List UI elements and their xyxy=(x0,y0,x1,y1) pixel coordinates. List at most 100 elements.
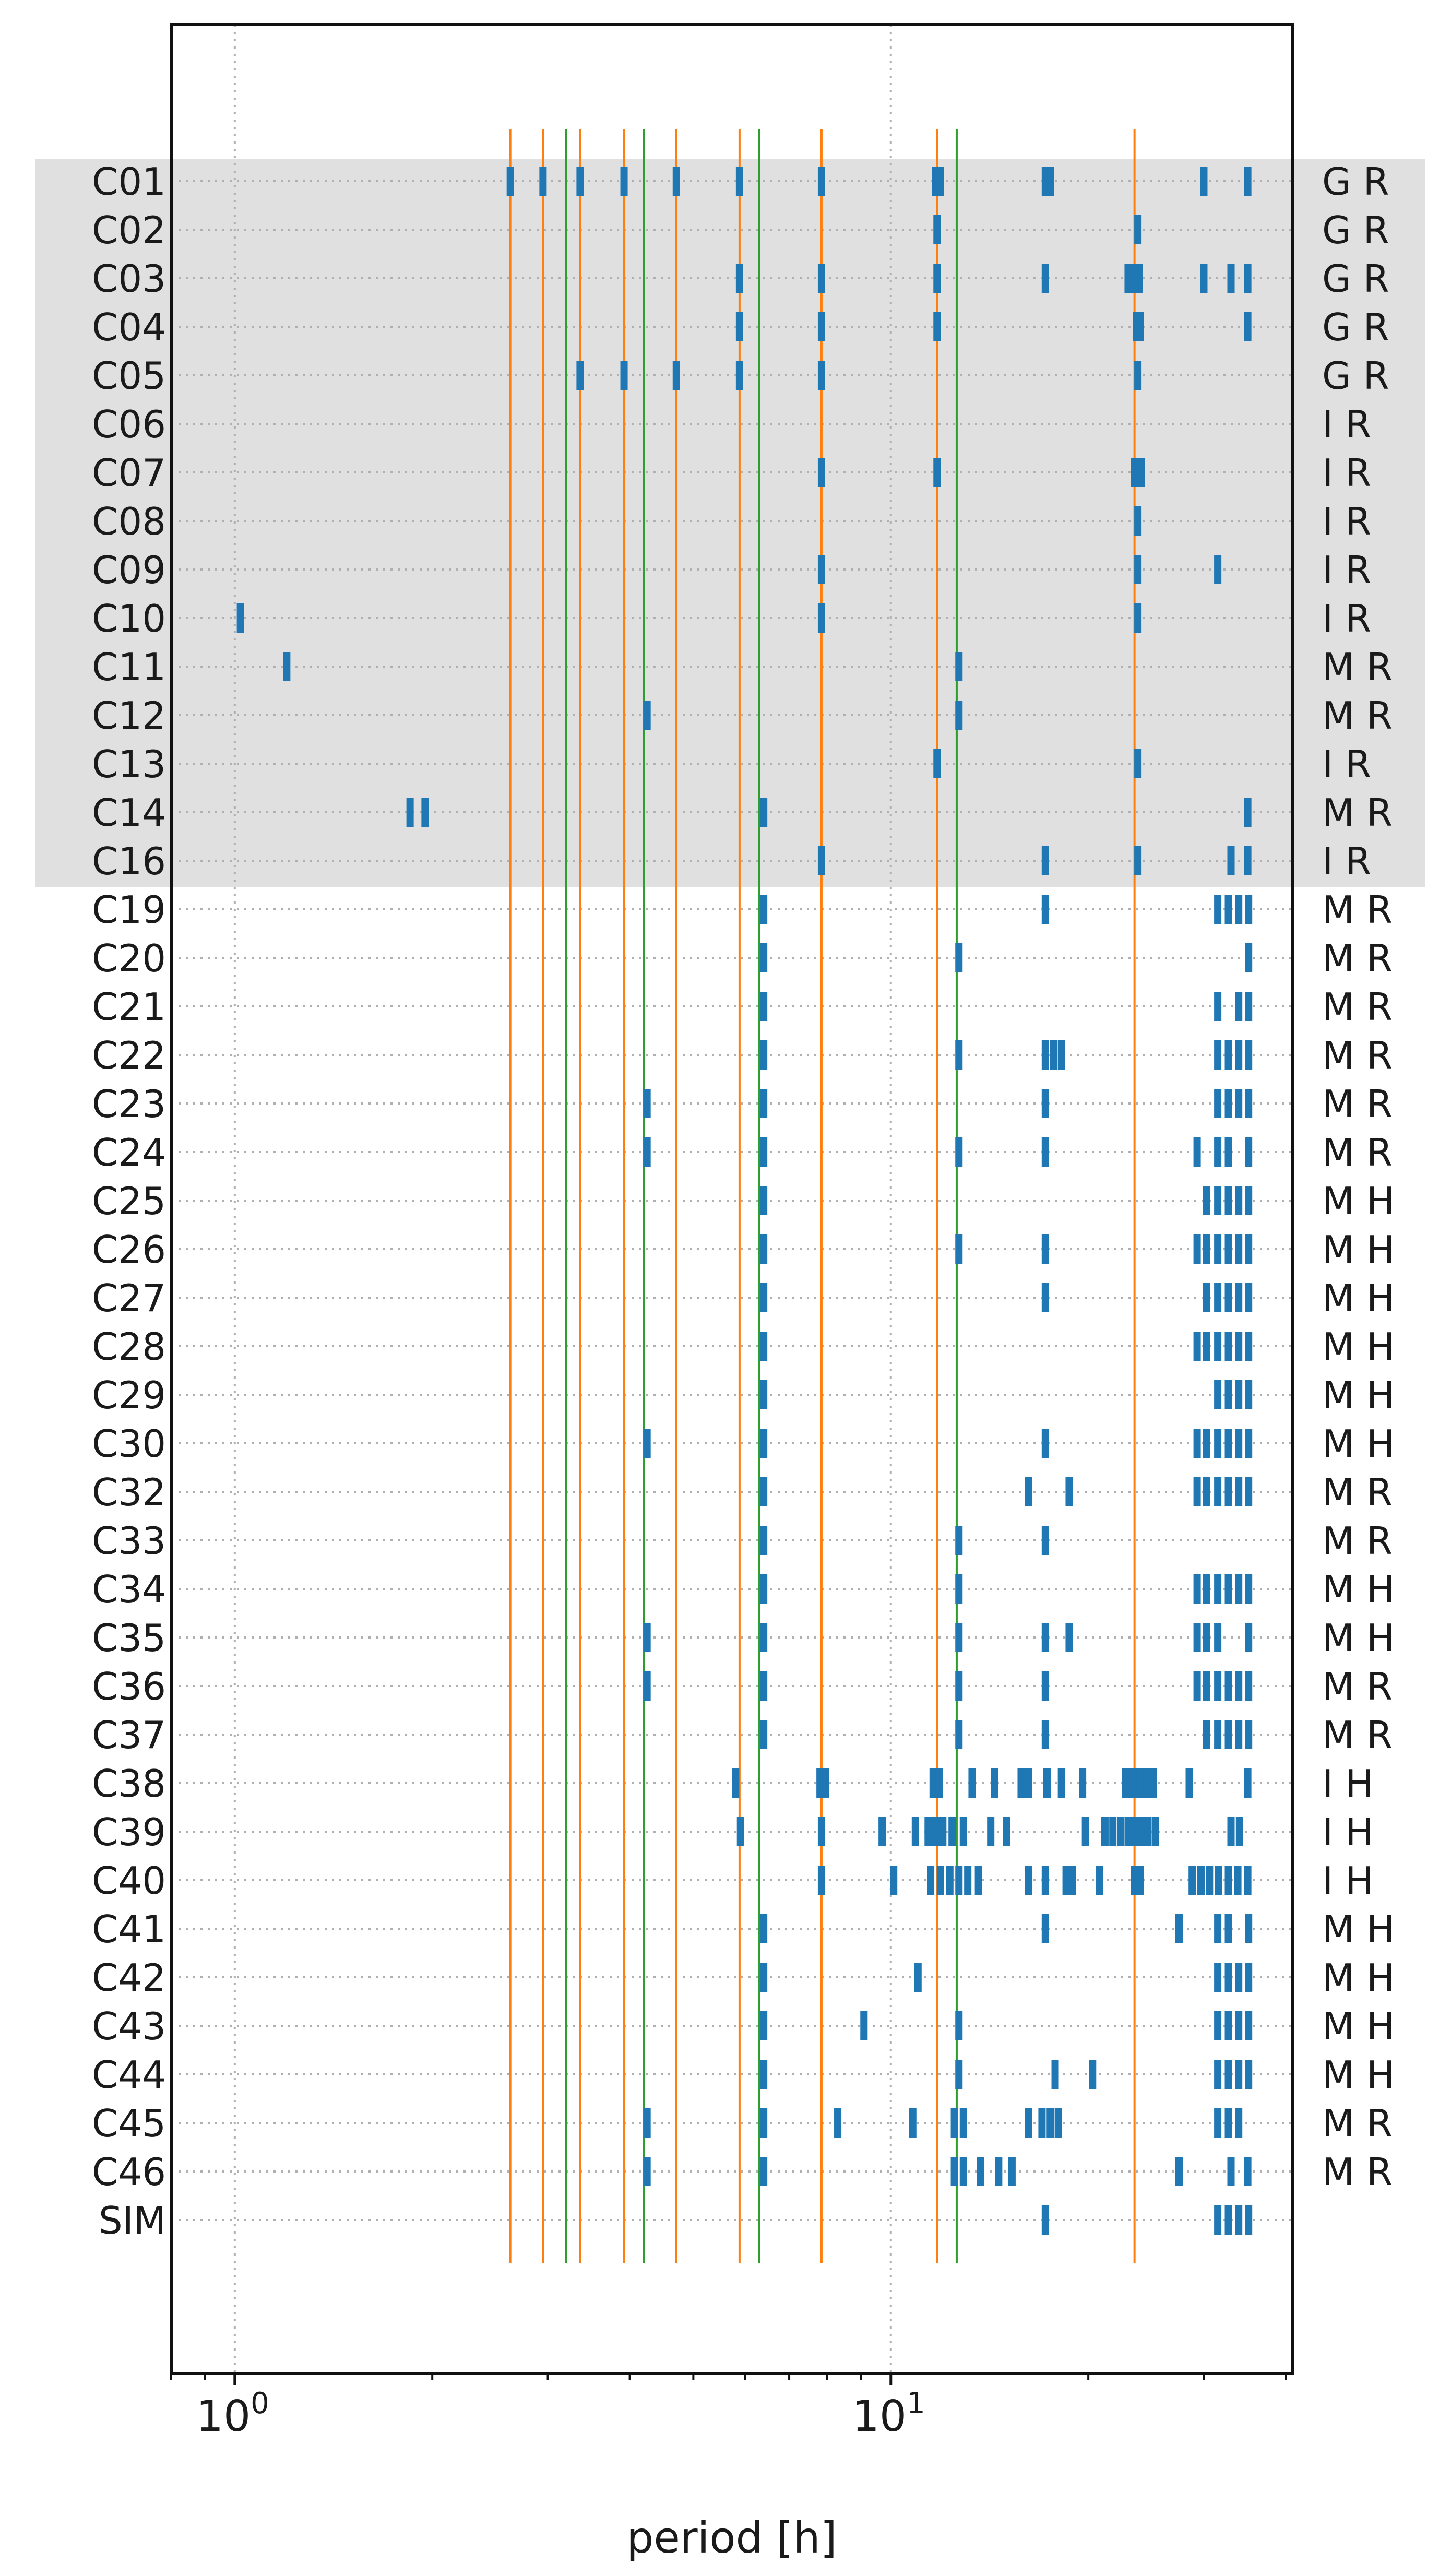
event-marker xyxy=(760,1963,768,1992)
class-label: I H xyxy=(1322,1810,1373,1854)
event-marker xyxy=(760,1186,768,1215)
event-marker xyxy=(1235,2108,1243,2138)
event-marker xyxy=(974,1866,982,1895)
event-marker xyxy=(933,749,941,778)
event-marker xyxy=(933,264,941,293)
event-marker xyxy=(1197,1866,1205,1895)
event-marker xyxy=(1235,1574,1243,1604)
event-marker xyxy=(736,1817,744,1846)
event-marker xyxy=(1224,1963,1232,1992)
class-label: M H xyxy=(1322,1325,1395,1369)
event-marker xyxy=(817,361,825,390)
event-marker xyxy=(1235,2060,1243,2089)
event-marker xyxy=(1245,1040,1253,1070)
event-marker xyxy=(1235,1671,1243,1701)
event-marker xyxy=(1193,1477,1201,1506)
event-marker xyxy=(760,1914,768,1943)
event-marker xyxy=(1235,1234,1243,1264)
event-marker xyxy=(1235,895,1243,924)
class-label: I R xyxy=(1322,742,1371,786)
row-label: C13 xyxy=(92,742,166,786)
event-marker xyxy=(1203,1671,1210,1701)
event-marker xyxy=(760,1137,768,1167)
event-marker xyxy=(1142,1768,1150,1798)
event-marker xyxy=(1214,1720,1222,1749)
event-marker xyxy=(1235,1040,1243,1070)
event-marker xyxy=(1025,1768,1032,1798)
event-marker xyxy=(1057,1768,1065,1798)
event-marker xyxy=(995,2157,1003,2186)
event-marker xyxy=(1214,1963,1222,1992)
event-marker xyxy=(1188,1866,1196,1895)
event-marker xyxy=(959,1817,967,1846)
class-label: M H xyxy=(1322,2004,1395,2048)
row-label: C03 xyxy=(92,257,166,301)
event-marker xyxy=(236,603,244,633)
row-label: C34 xyxy=(92,1568,166,1611)
event-marker xyxy=(955,1720,963,1749)
event-marker xyxy=(1041,1283,1049,1312)
event-marker xyxy=(1203,1186,1210,1215)
event-marker xyxy=(1117,1817,1125,1846)
event-marker xyxy=(1235,1283,1243,1312)
x-axis-title: period [h] xyxy=(626,2513,837,2563)
event-marker xyxy=(760,1526,768,1555)
event-marker xyxy=(406,798,414,827)
event-marker xyxy=(1224,1283,1232,1312)
event-marker xyxy=(643,1671,651,1701)
event-marker xyxy=(948,1817,956,1846)
event-marker xyxy=(760,2108,768,2138)
event-marker xyxy=(1041,1526,1049,1555)
event-marker xyxy=(760,1429,768,1458)
event-marker xyxy=(1244,1768,1252,1798)
event-marker xyxy=(1224,1671,1232,1701)
row-label: C28 xyxy=(92,1325,166,1369)
event-marker xyxy=(1244,846,1252,875)
event-marker xyxy=(1224,895,1232,924)
event-marker xyxy=(1244,264,1252,293)
event-marker xyxy=(933,215,941,244)
row-label: C29 xyxy=(92,1373,166,1417)
class-label: M R xyxy=(1322,888,1393,932)
event-marker xyxy=(760,1332,768,1361)
event-marker xyxy=(1041,1623,1049,1652)
event-marker xyxy=(1193,1137,1201,1167)
event-marker xyxy=(817,603,825,633)
event-marker xyxy=(620,167,628,196)
event-marker xyxy=(817,1817,825,1846)
event-marker xyxy=(955,1574,963,1604)
event-marker xyxy=(1224,1866,1232,1895)
event-marker xyxy=(643,701,651,730)
event-marker xyxy=(1193,1623,1201,1652)
event-marker xyxy=(1245,943,1253,972)
event-marker xyxy=(1134,846,1142,875)
row-label: C33 xyxy=(92,1519,166,1563)
row-label: C32 xyxy=(92,1470,166,1514)
event-marker xyxy=(1203,1623,1210,1652)
event-marker xyxy=(950,2108,958,2138)
event-marker xyxy=(1149,1768,1157,1798)
event-marker xyxy=(936,167,944,196)
event-marker xyxy=(1131,1866,1138,1895)
event-marker xyxy=(760,1623,768,1652)
event-marker xyxy=(643,1137,651,1167)
event-marker xyxy=(955,701,963,730)
row-label: C25 xyxy=(92,1179,166,1223)
event-marker xyxy=(1224,1040,1232,1070)
event-marker xyxy=(959,2108,967,2138)
event-marker xyxy=(1144,1817,1151,1846)
row-label: C20 xyxy=(92,936,166,980)
event-marker xyxy=(1214,2108,1222,2138)
event-marker xyxy=(1136,1768,1144,1798)
row-label: C38 xyxy=(92,1762,166,1806)
event-marker xyxy=(1245,1623,1253,1652)
event-marker xyxy=(834,2108,842,2138)
event-marker xyxy=(822,1768,829,1798)
event-marker xyxy=(760,1477,768,1506)
event-marker xyxy=(817,264,825,293)
row-label: C36 xyxy=(92,1665,166,1708)
class-label: M H xyxy=(1322,1179,1395,1223)
event-marker xyxy=(539,167,547,196)
row-label: C05 xyxy=(92,354,166,398)
event-marker xyxy=(1151,1817,1159,1846)
